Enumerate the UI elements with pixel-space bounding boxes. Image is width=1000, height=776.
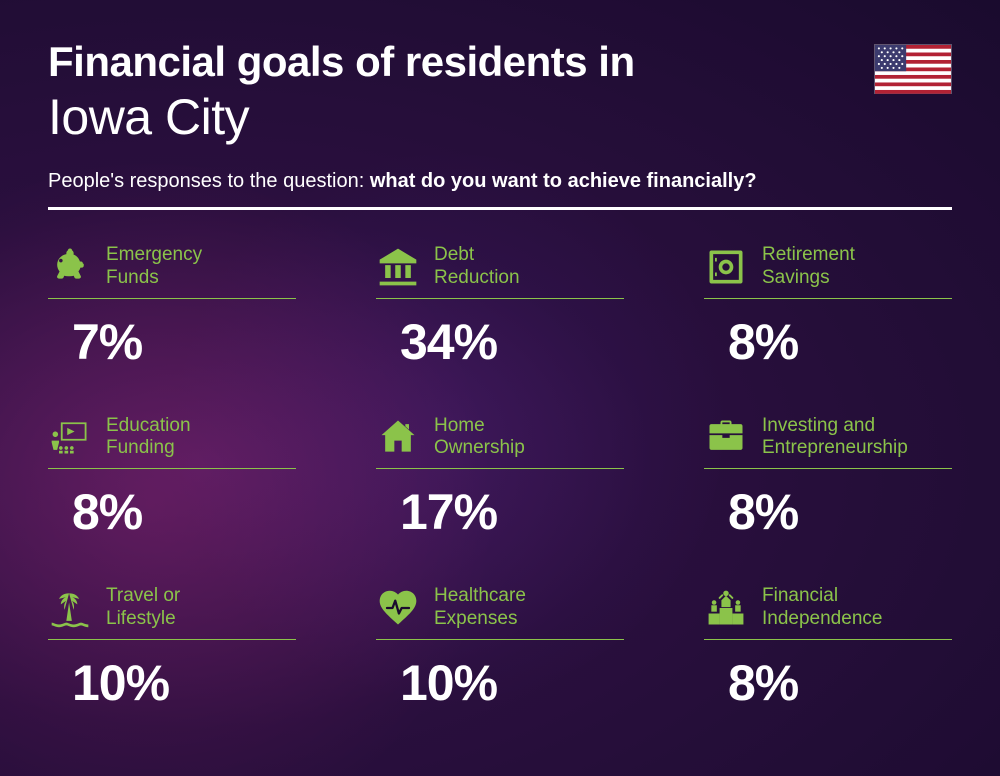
goal-debt-reduction: DebtReduction 34% bbox=[376, 244, 624, 371]
goal-healthcare: HealthcareExpenses 10% bbox=[376, 585, 624, 712]
goal-emergency-funds: EmergencyFunds 7% bbox=[48, 244, 296, 371]
goal-value: 8% bbox=[48, 483, 296, 541]
subtitle-question: what do you want to achieve financially? bbox=[370, 170, 757, 192]
divider bbox=[48, 207, 952, 210]
goal-value: 10% bbox=[376, 654, 624, 712]
podium-icon bbox=[704, 586, 748, 630]
goal-label: RetirementSavings bbox=[762, 244, 855, 290]
bank-icon bbox=[376, 245, 420, 289]
goal-value: 10% bbox=[48, 654, 296, 712]
us-flag-icon bbox=[874, 44, 952, 94]
subtitle: People's responses to the question: what… bbox=[48, 170, 952, 193]
goal-label: FinancialIndependence bbox=[762, 585, 882, 631]
goal-value: 8% bbox=[704, 654, 952, 712]
goal-label: EmergencyFunds bbox=[106, 244, 202, 290]
goal-value: 8% bbox=[704, 313, 952, 371]
goal-label: Investing andEntrepreneurship bbox=[762, 415, 908, 461]
goal-label: HomeOwnership bbox=[434, 415, 525, 461]
header: Financial goals of residents in Iowa Cit… bbox=[48, 38, 952, 210]
goal-financial-independence: FinancialIndependence 8% bbox=[704, 585, 952, 712]
goal-investing: Investing andEntrepreneurship 8% bbox=[704, 415, 952, 542]
palm-icon bbox=[48, 586, 92, 630]
house-icon bbox=[376, 415, 420, 459]
briefcase-icon bbox=[704, 415, 748, 459]
goal-label: EducationFunding bbox=[106, 415, 191, 461]
subtitle-prefix: People's responses to the question: bbox=[48, 170, 370, 192]
goal-travel: Travel orLifestyle 10% bbox=[48, 585, 296, 712]
goal-label: HealthcareExpenses bbox=[434, 585, 526, 631]
safe-icon bbox=[704, 245, 748, 289]
goal-label: DebtReduction bbox=[434, 244, 520, 290]
goal-value: 8% bbox=[704, 483, 952, 541]
goal-label: Travel orLifestyle bbox=[106, 585, 180, 631]
piggy-bank-icon bbox=[48, 245, 92, 289]
title-line1: Financial goals of residents in bbox=[48, 38, 952, 86]
goal-value: 17% bbox=[376, 483, 624, 541]
goal-retirement-savings: RetirementSavings 8% bbox=[704, 244, 952, 371]
goal-education-funding: EducationFunding 8% bbox=[48, 415, 296, 542]
title-line2: Iowa City bbox=[48, 88, 952, 146]
goal-home-ownership: HomeOwnership 17% bbox=[376, 415, 624, 542]
goals-grid: EmergencyFunds 7% DebtReduction 34% Reti… bbox=[48, 244, 952, 712]
heart-pulse-icon bbox=[376, 586, 420, 630]
goal-value: 34% bbox=[376, 313, 624, 371]
goal-value: 7% bbox=[48, 313, 296, 371]
presentation-icon bbox=[48, 415, 92, 459]
